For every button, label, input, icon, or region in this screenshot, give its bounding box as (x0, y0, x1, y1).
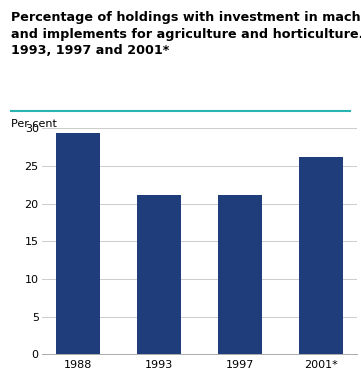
Text: Percentage of holdings with investment in machinery
and implements for agricultu: Percentage of holdings with investment i… (11, 11, 361, 57)
Bar (299, 157, 343, 354)
Bar (137, 195, 181, 354)
Bar (56, 133, 100, 354)
Text: Per cent: Per cent (11, 119, 57, 129)
Bar (218, 195, 262, 354)
